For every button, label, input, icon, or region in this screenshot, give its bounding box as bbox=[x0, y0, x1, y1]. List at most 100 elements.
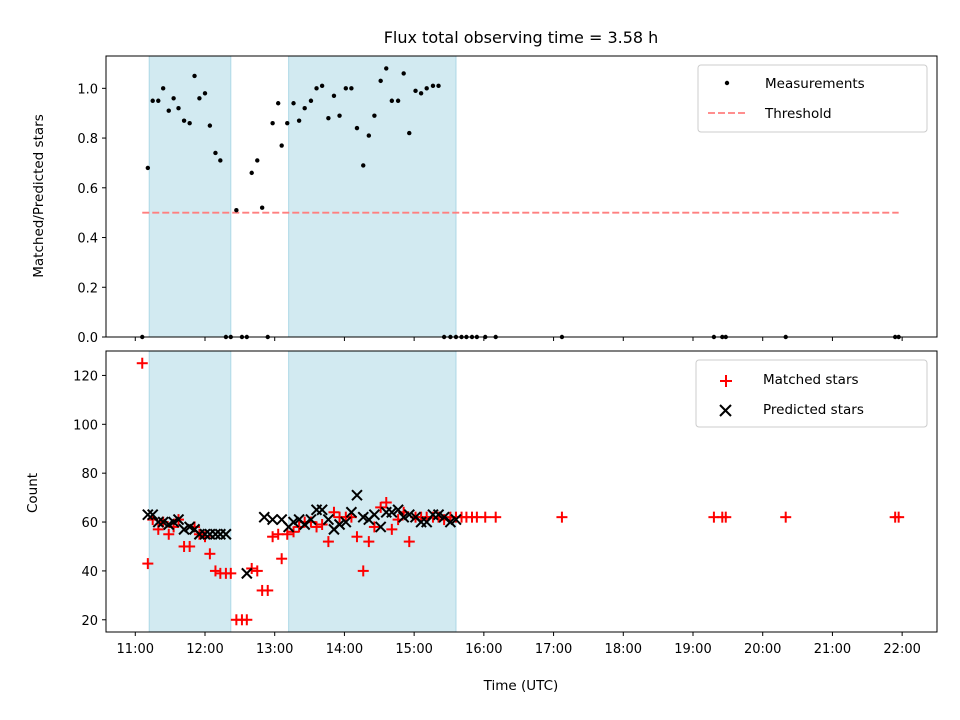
count-points bbox=[136, 357, 905, 626]
y-tick-label: 0.0 bbox=[77, 331, 98, 346]
measurement-point bbox=[366, 133, 372, 138]
legend-matched-marker bbox=[720, 375, 732, 387]
matched-star-point bbox=[363, 536, 375, 548]
predicted-star-point bbox=[241, 567, 253, 580]
measurement-point bbox=[407, 130, 412, 136]
measurement-point bbox=[384, 66, 389, 71]
measurement-point bbox=[354, 125, 360, 131]
predicted-star-point bbox=[345, 506, 358, 518]
measurement-point bbox=[270, 120, 275, 126]
measurement-point bbox=[418, 91, 424, 96]
predicted-star-point bbox=[142, 509, 154, 521]
legend-measurements-label: Measurements bbox=[765, 76, 865, 92]
matched-star-point bbox=[490, 511, 502, 523]
measurement-point bbox=[202, 91, 208, 96]
top-x-ticks bbox=[134, 337, 903, 341]
matched-star-point bbox=[311, 521, 323, 533]
matched-star-point bbox=[276, 553, 288, 565]
legend-predicted-label: Predicted stars bbox=[763, 402, 864, 418]
measurement-point bbox=[296, 118, 302, 123]
matched-star-point bbox=[251, 565, 263, 577]
y-tick-label: 20 bbox=[81, 614, 98, 629]
measurement-point bbox=[249, 170, 254, 176]
legend-measurements-marker bbox=[724, 80, 730, 86]
measurement-point bbox=[197, 96, 202, 101]
bottom-shaded-regions bbox=[148, 350, 457, 633]
measurement-point bbox=[314, 86, 319, 91]
top-legend: Measurements Threshold bbox=[697, 64, 928, 133]
measurement-point bbox=[156, 98, 161, 103]
matched-star-point bbox=[368, 521, 380, 533]
y-tick-label: 0.4 bbox=[77, 232, 98, 247]
matched-star-point bbox=[328, 506, 340, 518]
shaded-interval-1 bbox=[288, 55, 457, 338]
measurement-point bbox=[372, 113, 377, 118]
x-tick-label: 13:00 bbox=[256, 642, 293, 657]
measurement-point bbox=[259, 205, 265, 210]
measurement-point bbox=[326, 115, 331, 121]
matched-star-point bbox=[357, 565, 369, 577]
x-tick-label: 22:00 bbox=[883, 642, 920, 657]
matched-star-point bbox=[316, 518, 328, 530]
y-tick-label: 0.2 bbox=[77, 281, 98, 296]
predicted-star-point bbox=[316, 504, 328, 516]
measurement-point bbox=[430, 83, 436, 89]
matched-star-point bbox=[386, 523, 398, 535]
matched-star-point bbox=[556, 511, 568, 523]
measurement-point bbox=[436, 83, 441, 89]
bottom-legend: Matched stars Predicted stars bbox=[695, 359, 928, 428]
measurement-point bbox=[234, 207, 239, 213]
x-tick-label: 12:00 bbox=[186, 642, 223, 657]
measurement-point bbox=[150, 98, 155, 103]
shaded-interval-1 bbox=[288, 350, 457, 633]
top-plot-frame bbox=[105, 55, 938, 338]
x-tick-label: 14:00 bbox=[326, 642, 363, 657]
predicted-star-point bbox=[368, 509, 381, 521]
measurement-point bbox=[181, 118, 187, 123]
x-tick-label: 11:00 bbox=[117, 642, 154, 657]
predicted-star-point bbox=[374, 521, 387, 533]
matched-star-point bbox=[281, 528, 293, 540]
bottom-panel: 20 40 60 80 100 120 11:00 12:00 13:00 14:00 15:00… bbox=[25, 350, 938, 694]
bottom-legend-box bbox=[695, 359, 928, 428]
y-tick-label: 0.8 bbox=[77, 132, 98, 147]
measurement-point bbox=[218, 158, 223, 163]
bottom-y-axis-label: Count bbox=[25, 473, 41, 513]
measurement-point bbox=[176, 106, 181, 111]
predicted-star-point bbox=[220, 528, 232, 540]
measurement-point bbox=[255, 158, 260, 163]
predicted-star-point bbox=[386, 506, 398, 518]
x-tick-label: 18:00 bbox=[605, 642, 642, 657]
matched-star-point bbox=[720, 511, 732, 523]
measurement-point bbox=[401, 71, 406, 76]
measurement-point bbox=[378, 78, 383, 84]
y-tick-label: 1.0 bbox=[77, 82, 98, 97]
matched-star-point bbox=[209, 565, 221, 577]
bottom-plot-frame bbox=[105, 350, 938, 633]
matched-star-point bbox=[163, 528, 175, 540]
y-tick-label: 80 bbox=[81, 467, 98, 482]
shaded-interval-0 bbox=[148, 350, 232, 633]
matched-star-point bbox=[375, 501, 387, 513]
measurement-point bbox=[213, 150, 218, 156]
matched-star-point bbox=[184, 540, 196, 552]
matched-star-point bbox=[780, 511, 792, 523]
legend-matched-label: Matched stars bbox=[763, 372, 859, 388]
measurement-point bbox=[413, 88, 418, 94]
x-tick-label: 20:00 bbox=[744, 642, 781, 657]
measurement-point bbox=[331, 93, 337, 98]
x-tick-label: 21:00 bbox=[814, 642, 851, 657]
legend-predicted-marker bbox=[719, 404, 732, 417]
predicted-star-point bbox=[209, 528, 222, 540]
shaded-interval-0 bbox=[148, 55, 232, 338]
measurement-point bbox=[285, 120, 290, 126]
y-tick-label: 120 bbox=[73, 369, 98, 384]
predicted-star-point bbox=[333, 518, 346, 531]
y-tick-label: 40 bbox=[81, 565, 98, 580]
measurement-point bbox=[192, 73, 197, 79]
top-legend-box bbox=[697, 64, 928, 133]
chart-title: Flux total observing time = 3.58 h bbox=[384, 28, 659, 47]
y-tick-label: 60 bbox=[81, 516, 98, 531]
matched-star-point bbox=[479, 511, 491, 523]
measurement-point bbox=[145, 165, 151, 171]
